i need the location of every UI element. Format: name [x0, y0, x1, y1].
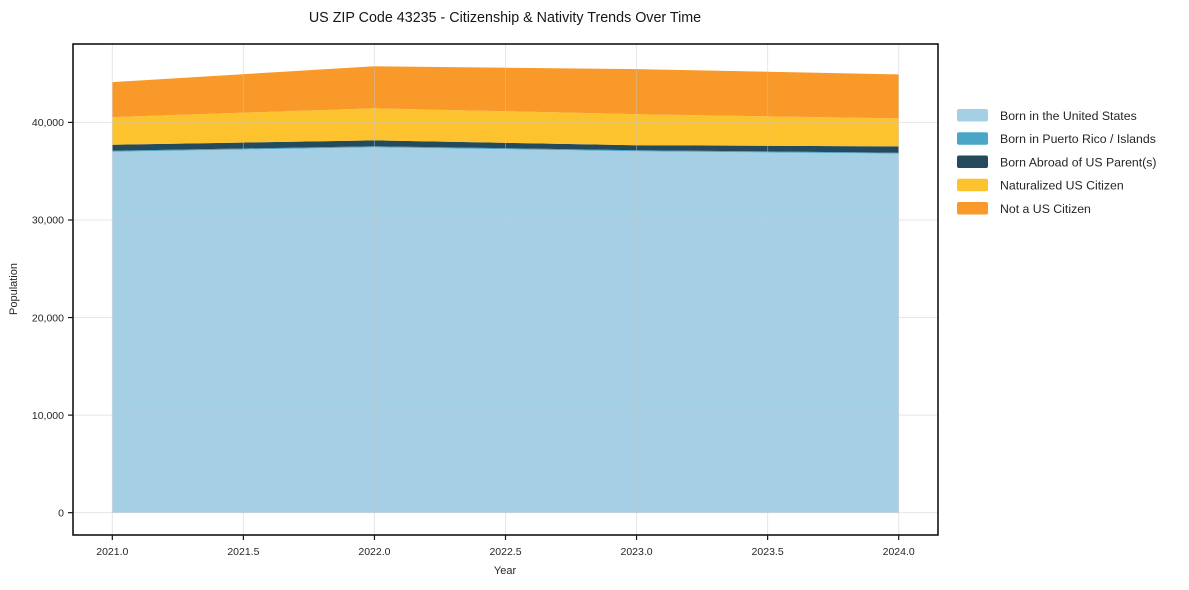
- legend-item-born-abroad-of-us-parent-s: Born Abroad of US Parent(s): [957, 155, 1157, 169]
- y-tick-label: 30,000: [32, 215, 64, 227]
- legend-swatch: [957, 109, 988, 122]
- y-axis-label: Population: [8, 263, 20, 315]
- legend: Born in the United States Born in Puerto …: [957, 109, 1157, 216]
- legend-label: Born Abroad of US Parent(s): [1000, 155, 1157, 169]
- area-naturalized-us-citizen: [112, 108, 899, 147]
- legend-swatch: [957, 178, 988, 192]
- x-tick-label: 2024.0: [883, 546, 915, 558]
- x-tick-label: 2022.5: [489, 546, 521, 558]
- legend-item-naturalized-us-citizen: Naturalized US Citizen: [957, 179, 1124, 193]
- legend-label: Born in Puerto Rico / Islands: [1000, 132, 1156, 146]
- legend-swatch: [957, 202, 988, 215]
- chart-title: US ZIP Code 43235 - Citizenship & Nativi…: [309, 10, 701, 26]
- y-tick-label: 20,000: [32, 312, 64, 324]
- x-tick-label: 2022.0: [358, 546, 390, 558]
- x-tick-label: 2021.5: [227, 546, 259, 558]
- legend-label: Not a US Citizen: [1000, 202, 1091, 216]
- legend-swatch: [957, 132, 988, 145]
- gridlines: [73, 44, 938, 535]
- y-tick-label: 0: [58, 507, 64, 519]
- stacked-areas: [112, 66, 899, 513]
- area-not-a-us-citizen: [112, 66, 899, 119]
- axis-ticks: [68, 121, 900, 540]
- legend-swatch: [957, 155, 988, 168]
- area-born-in-puerto-rico-islands: [112, 146, 899, 154]
- legend-item-not-a-us-citizen: Not a US Citizen: [957, 202, 1091, 216]
- x-tick-label: 2023.5: [752, 546, 784, 558]
- area-born-abroad-of-us-parent-s: [112, 140, 899, 153]
- y-tick-label: 40,000: [32, 117, 64, 129]
- x-axis-label: Year: [494, 565, 517, 577]
- legend-item-born-in-the-united-states: Born in the United States: [957, 109, 1137, 123]
- y-tick-label: 10,000: [32, 410, 64, 422]
- legend-label: Naturalized US Citizen: [1000, 179, 1124, 193]
- x-tick-label: 2023.0: [620, 546, 652, 558]
- legend-item-born-in-puerto-rico-islands: Born in Puerto Rico / Islands: [957, 132, 1156, 146]
- axis-tick-labels: 2021.0 2021.5 2022.0 2022.5 2023.0 2023.5 2024…: [32, 117, 915, 558]
- x-tick-label: 2021.0: [96, 546, 128, 558]
- legend-label: Born in the United States: [1000, 109, 1137, 123]
- area-born-in-the-united-states: [112, 147, 899, 513]
